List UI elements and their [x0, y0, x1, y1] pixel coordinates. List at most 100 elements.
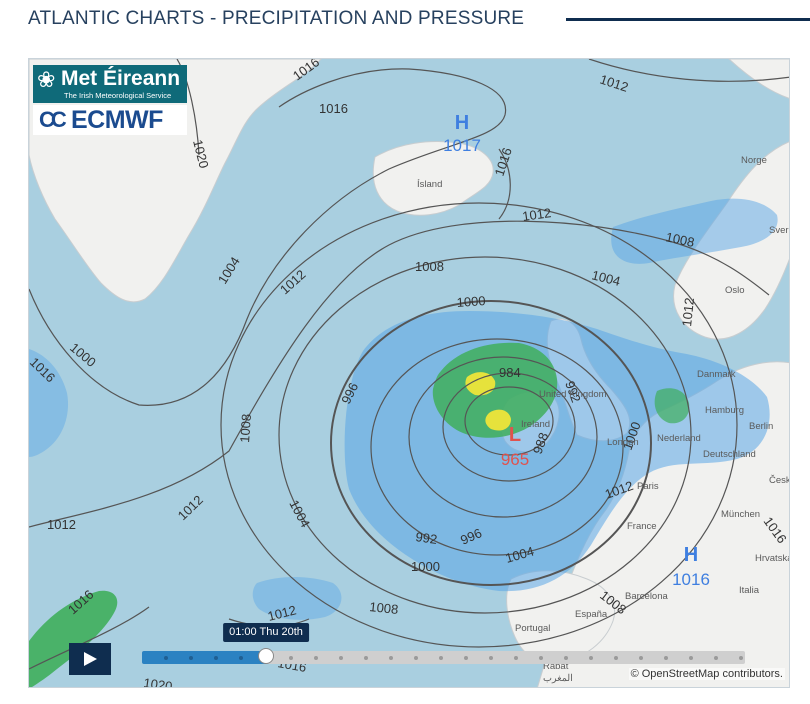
attribution-prefix: © — [630, 668, 642, 680]
isobar-1004 — [278, 256, 692, 614]
isobar-label: 1020 — [190, 138, 212, 170]
place-label: Oslo — [725, 285, 745, 296]
timeline-step-dot[interactable] — [189, 656, 193, 660]
place-label: United Kingdom — [539, 389, 607, 400]
pressure-centre-high-label: H — [684, 544, 698, 566]
timeline-slider[interactable] — [142, 648, 745, 664]
timeline-step-dot[interactable] — [564, 656, 568, 660]
rain-core-heavy-2 — [485, 409, 511, 431]
place-label: Česko — [769, 475, 790, 486]
ecmwf-logo: CC ECMWF — [33, 105, 187, 135]
timeline-step-dot[interactable] — [464, 656, 468, 660]
place-label-layer: Ísland Norge Sverige Oslo Danmark United… — [417, 155, 790, 684]
isobar-label: 1016 — [492, 146, 515, 178]
rain-core-heavy — [465, 372, 496, 396]
pressure-centre-high-value: 1016 — [672, 570, 710, 589]
openstreetmap-link[interactable]: OpenStreetMap — [641, 668, 720, 680]
map-canvas: 1012 1016 1020 1016 1016 1012 1008 1004 … — [29, 59, 790, 688]
svalbard-edge — [728, 59, 789, 99]
timeline-step-dot[interactable] — [689, 656, 693, 660]
timeline-step-dot[interactable] — [239, 656, 243, 660]
place-label: المغرب — [543, 673, 573, 684]
timeline-step-dot[interactable] — [639, 656, 643, 660]
timeline-step-dot[interactable] — [214, 656, 218, 660]
timeline-step-dot[interactable] — [164, 656, 168, 660]
timeline-step-dot[interactable] — [364, 656, 368, 660]
met-eireann-logo-tagline: The Irish Meteorological Service — [64, 91, 172, 100]
place-label: Italia — [739, 585, 760, 596]
place-label: Ireland — [521, 419, 550, 430]
place-label: Sverige — [769, 225, 790, 236]
place-label: München — [721, 509, 760, 520]
place-label: Danmark — [697, 369, 736, 380]
isobar-label: 1008 — [237, 413, 254, 443]
ecmwf-logo-name: ECMWF — [71, 106, 163, 134]
place-label: Paris — [637, 481, 659, 492]
isobar-label: 1000 — [456, 293, 486, 310]
header-divider — [566, 18, 810, 21]
rain-band-moderate-sw — [29, 590, 118, 687]
isobar-label: 1020 — [143, 675, 174, 688]
isobar-1016-iceland — [498, 148, 511, 220]
timeline-step-dot[interactable] — [289, 656, 293, 660]
isobar-996 — [370, 338, 624, 556]
timeline-step-dot[interactable] — [714, 656, 718, 660]
isobar-1012 — [29, 220, 770, 528]
timeline-step-dot[interactable] — [489, 656, 493, 660]
place-label: Portugal — [515, 623, 550, 634]
isobar-984 — [464, 386, 554, 456]
iceland-landmass — [372, 141, 494, 216]
pressure-centre-layer: H 1017 L 965 H 1016 — [443, 112, 710, 589]
attribution-suffix: contributors. — [719, 668, 783, 680]
isobar-label: 1000 — [411, 559, 440, 574]
timeline-progress — [142, 651, 266, 664]
page-title: ATLANTIC CHARTS - PRECIPITATION AND PRES… — [28, 8, 525, 29]
isobar-1000 — [330, 300, 652, 586]
isobar-label: 1000 — [67, 340, 99, 370]
isobar-label: 984 — [499, 365, 521, 380]
isobar-1016-south — [29, 606, 150, 670]
met-eireann-swirl-icon: ❀ — [37, 67, 56, 92]
timeline-step-dot[interactable] — [589, 656, 593, 660]
isobar-label: 988 — [530, 431, 552, 457]
timeline-step-dot[interactable] — [664, 656, 668, 660]
place-label: Norge — [741, 155, 767, 166]
isobar-label: 1016 — [319, 101, 348, 116]
timeline-step-dot[interactable] — [389, 656, 393, 660]
timeline-step-dot[interactable] — [514, 656, 518, 660]
isobar-label: 1004 — [215, 254, 243, 286]
rain-band-light-west — [29, 349, 69, 457]
timeline-step-dot[interactable] — [414, 656, 418, 660]
iberia-landmass — [506, 570, 615, 665]
timeline-handle[interactable] — [258, 648, 274, 664]
pressure-centre-low-value: 965 — [501, 450, 529, 469]
map-attribution: © OpenStreetMap contributors. — [628, 668, 785, 680]
timeline-step-dot[interactable] — [614, 656, 618, 660]
isobar-992 — [408, 356, 598, 518]
page-header: ATLANTIC CHARTS - PRECIPITATION AND PRES… — [28, 6, 810, 32]
timeline-step-dot[interactable] — [314, 656, 318, 660]
isobar-label: 1012 — [598, 72, 630, 95]
isobar-1012-east — [588, 59, 789, 82]
isobar-label: 1012 — [47, 517, 76, 532]
timeline-step-dot[interactable] — [539, 656, 543, 660]
isobar-label: 1012 — [266, 602, 298, 624]
play-icon — [84, 652, 97, 666]
timeline-step-dot[interactable] — [739, 656, 743, 660]
ecmwf-mark-icon: CC — [39, 107, 67, 132]
place-label: Nederland — [657, 433, 701, 444]
isobar-label: 1012 — [175, 492, 206, 523]
weather-map[interactable]: 1012 1016 1020 1016 1016 1012 1008 1004 … — [28, 58, 790, 688]
isobar-label: 1004 — [286, 497, 313, 530]
isobar-label: 1012 — [521, 205, 552, 224]
timeline-step-dot[interactable] — [439, 656, 443, 660]
place-label: Hrvatska — [755, 553, 790, 564]
timeline-step-dot[interactable] — [339, 656, 343, 660]
isobar-label: 1008 — [664, 229, 695, 250]
pressure-centre-high-value: 1017 — [443, 136, 481, 155]
met-eireann-logo-name: Met Éireann — [61, 67, 181, 90]
rain-band-light-north — [611, 198, 778, 264]
isobar-label: 1004 — [590, 267, 622, 289]
place-label: España — [575, 609, 608, 620]
play-button[interactable] — [69, 643, 111, 675]
